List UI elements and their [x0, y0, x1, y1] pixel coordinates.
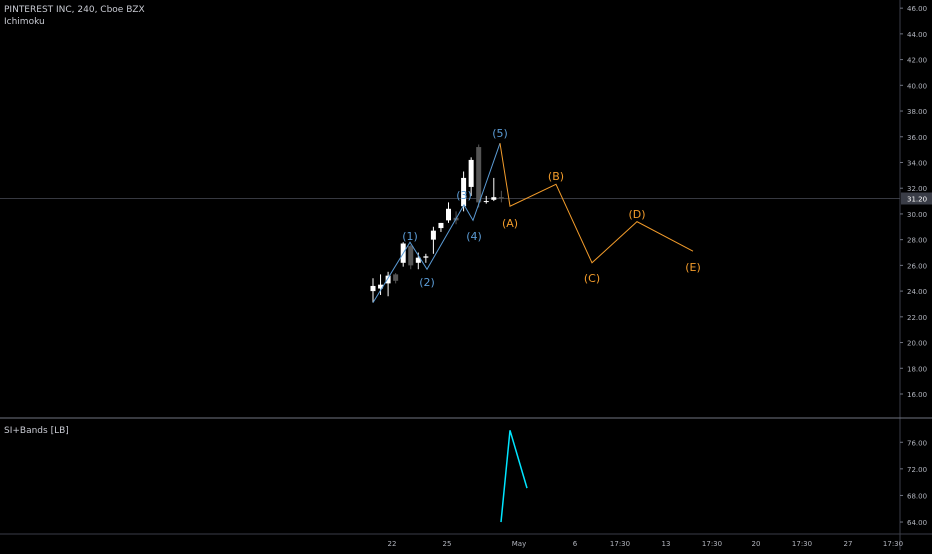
candle-body[interactable] — [498, 197, 504, 199]
candle-body[interactable] — [446, 208, 451, 221]
candle-body[interactable] — [430, 230, 436, 240]
candle-body[interactable] — [408, 246, 414, 266]
impulse-wave-label: (1) — [402, 230, 418, 243]
current-price-label: 31.20 — [907, 195, 927, 203]
candle-body[interactable] — [393, 274, 399, 281]
impulse-wave-line[interactable] — [372, 143, 501, 303]
price-tick-label: 32.00 — [907, 185, 927, 193]
candle-body[interactable] — [423, 256, 429, 258]
time-axis-label: 25 — [443, 540, 452, 548]
price-tick-label: 26.00 — [907, 262, 927, 270]
impulse-wave-label: (5) — [492, 127, 508, 140]
time-axis-label: May — [512, 540, 526, 548]
price-tick-label: 20.00 — [907, 340, 927, 348]
price-tick-label: 36.00 — [907, 134, 927, 142]
candle-body[interactable] — [378, 284, 384, 289]
indicator-tick-label: 76.00 — [907, 439, 927, 447]
candle-body[interactable] — [491, 197, 497, 200]
price-tick-label: 44.00 — [907, 31, 927, 39]
corrective-wave-label: (C) — [584, 272, 600, 285]
time-axis-label: 17:30 — [792, 540, 812, 548]
corrective-wave-label: (D) — [628, 208, 645, 221]
time-axis-label: 27 — [844, 540, 853, 548]
corrective-wave-label: (A) — [502, 217, 518, 230]
corrective-wave-label: (E) — [685, 261, 701, 274]
price-tick-label: 18.00 — [907, 365, 927, 373]
indicator-line[interactable] — [500, 430, 528, 523]
candle-body[interactable] — [385, 275, 391, 284]
candle-body[interactable] — [438, 222, 444, 229]
impulse-wave-label: (2) — [419, 276, 435, 289]
price-tick-label: 46.00 — [907, 5, 927, 13]
time-axis-label: 17:30 — [610, 540, 630, 548]
candle-body[interactable] — [468, 159, 474, 187]
candle-body[interactable] — [415, 257, 421, 263]
indicator-pane-title: SI+Bands [LB] — [4, 426, 69, 436]
price-tick-label: 24.00 — [907, 288, 927, 296]
price-tick-label: 22.00 — [907, 314, 927, 322]
time-axis-label: 13 — [662, 540, 671, 548]
corrective-wave-line[interactable] — [499, 143, 694, 264]
price-tick-label: 42.00 — [907, 57, 927, 65]
candle-body[interactable] — [370, 285, 376, 292]
indicator-tick-label: 64.00 — [907, 519, 927, 527]
time-axis-label: 17:30 — [702, 540, 722, 548]
price-tick-label: 16.00 — [907, 391, 927, 399]
price-tick-label: 38.00 — [907, 108, 927, 116]
indicator-label: Ichimoku — [4, 17, 45, 27]
corrective-wave-label: (B) — [548, 170, 564, 183]
time-axis-label: 17:30 — [883, 540, 903, 548]
candle-body[interactable] — [483, 201, 489, 203]
price-tick-label: 40.00 — [907, 82, 927, 90]
indicator-tick-label: 68.00 — [907, 492, 927, 500]
time-axis-label: 22 — [388, 540, 397, 548]
time-axis-label: 6 — [573, 540, 578, 548]
price-tick-label: 28.00 — [907, 237, 927, 245]
impulse-wave-label: (3) — [456, 189, 472, 202]
symbol-title: PINTEREST INC, 240, Cboe BZX — [4, 5, 145, 15]
indicator-tick-label: 72.00 — [907, 466, 927, 474]
price-tick-label: 30.00 — [907, 211, 927, 219]
price-tick-label: 34.00 — [907, 159, 927, 167]
candle-body[interactable] — [461, 177, 467, 207]
impulse-wave-label: (4) — [466, 230, 482, 243]
candle-body[interactable] — [476, 147, 482, 203]
time-axis-label: 20 — [752, 540, 761, 548]
current-price-badge — [901, 192, 932, 205]
